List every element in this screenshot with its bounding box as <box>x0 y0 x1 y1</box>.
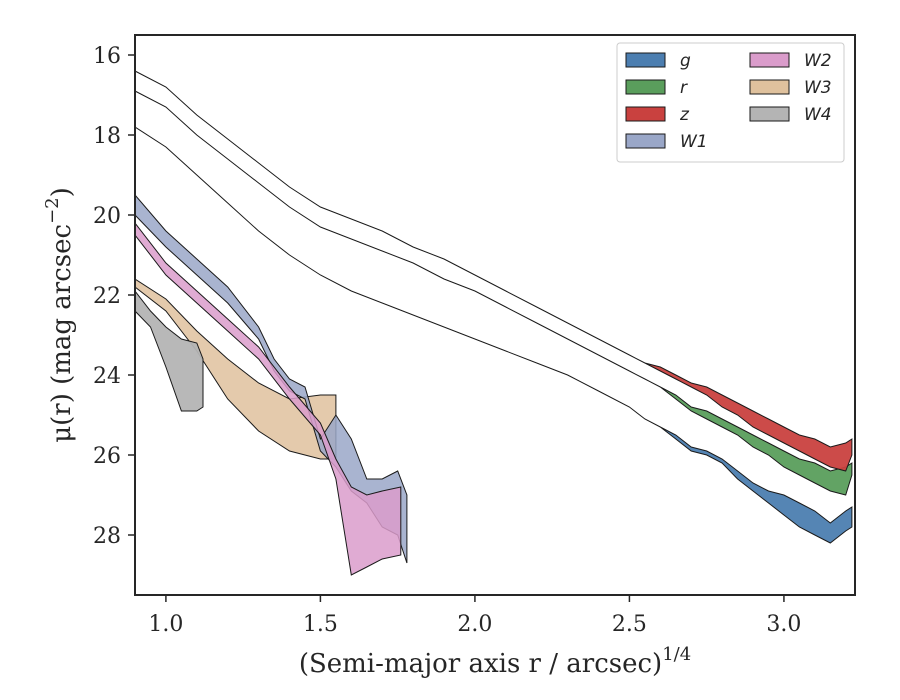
legend-swatch-w4 <box>749 106 790 122</box>
legend-items: grz W1 W2 W3 W4 <box>625 51 832 152</box>
y-tick-label: 20 <box>93 204 121 229</box>
band-z <box>135 70 853 472</box>
legend-label-z: z <box>679 105 690 125</box>
legend: grz W1 W2 W3 W4 <box>616 42 845 163</box>
y-tick-label: 28 <box>93 524 121 549</box>
x-tick-label: 2.0 <box>457 612 492 637</box>
y-tick-label: 16 <box>93 44 121 69</box>
legend-swatch-z <box>625 106 666 122</box>
x-tick-label: 1.0 <box>148 612 183 637</box>
axes-frame <box>134 34 856 596</box>
bands-layer <box>135 70 853 576</box>
legend-swatch-w2 <box>749 52 790 68</box>
legend-label-w3: W3 <box>804 78 832 98</box>
ticks-layer: 1.0 1.5 2.0 2.5 3.0 16 18 20 22 24 26 28 <box>93 44 801 637</box>
legend-label-w2: W2 <box>804 51 832 71</box>
band-g <box>135 126 853 544</box>
band-w2 <box>135 222 402 576</box>
y-tick-label: 22 <box>93 284 121 309</box>
legend-label-w4: W4 <box>804 105 832 125</box>
x-tick-label: 3.0 <box>766 612 801 637</box>
legend-swatch-w1 <box>625 133 666 149</box>
legend-swatch-r <box>625 79 666 95</box>
x-tick-label: 1.5 <box>303 612 338 637</box>
band-r <box>135 90 853 496</box>
legend-label-w1: W1 <box>680 132 708 152</box>
y-tick-label: 18 <box>93 124 121 149</box>
legend-swatch-g <box>625 52 666 68</box>
y-tick-label: 26 <box>93 444 121 469</box>
y-tick-label: 24 <box>93 364 121 389</box>
legend-label-r: r <box>680 78 688 98</box>
legend-box <box>616 42 845 163</box>
x-axis-label: (Semi-major axis r / arcsec)1/4 <box>299 644 691 679</box>
band-w4 <box>135 290 204 412</box>
y-axis-label: μ(r) (mag arcsec−2) <box>42 187 77 443</box>
x-tick-label: 2.5 <box>612 612 647 637</box>
legend-swatch-w3 <box>749 79 790 95</box>
legend-label-g: g <box>680 51 691 71</box>
